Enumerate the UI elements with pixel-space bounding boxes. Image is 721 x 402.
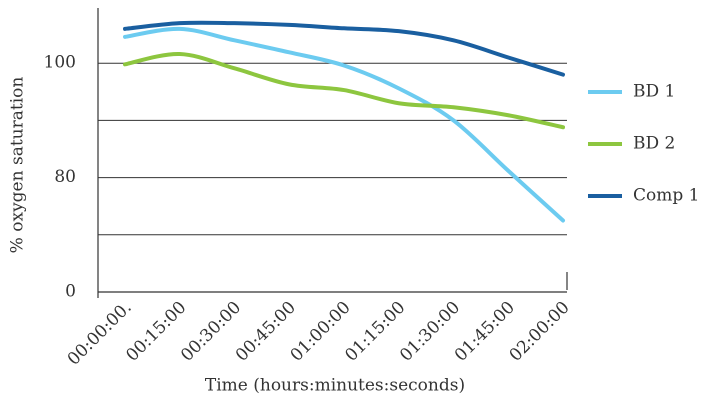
series-line	[123, 52, 565, 130]
legend-label: BD 2	[633, 134, 675, 154]
x-axis-title: Time (hours:minutes:seconds)	[205, 376, 465, 396]
x-tick-label: 00:00:00.	[64, 298, 136, 370]
y-axis-title: % oxygen saturation	[8, 77, 28, 254]
y-tick-label: 0	[65, 282, 76, 302]
x-tick-label: 02:00:00	[506, 298, 574, 366]
y-tick-label: 80	[54, 167, 76, 187]
y-tick-label: 100	[44, 53, 76, 73]
legend-label: Comp 1	[633, 186, 699, 206]
series-line	[123, 26, 565, 223]
legend-label: BD 1	[633, 82, 675, 102]
series-line	[123, 20, 565, 77]
